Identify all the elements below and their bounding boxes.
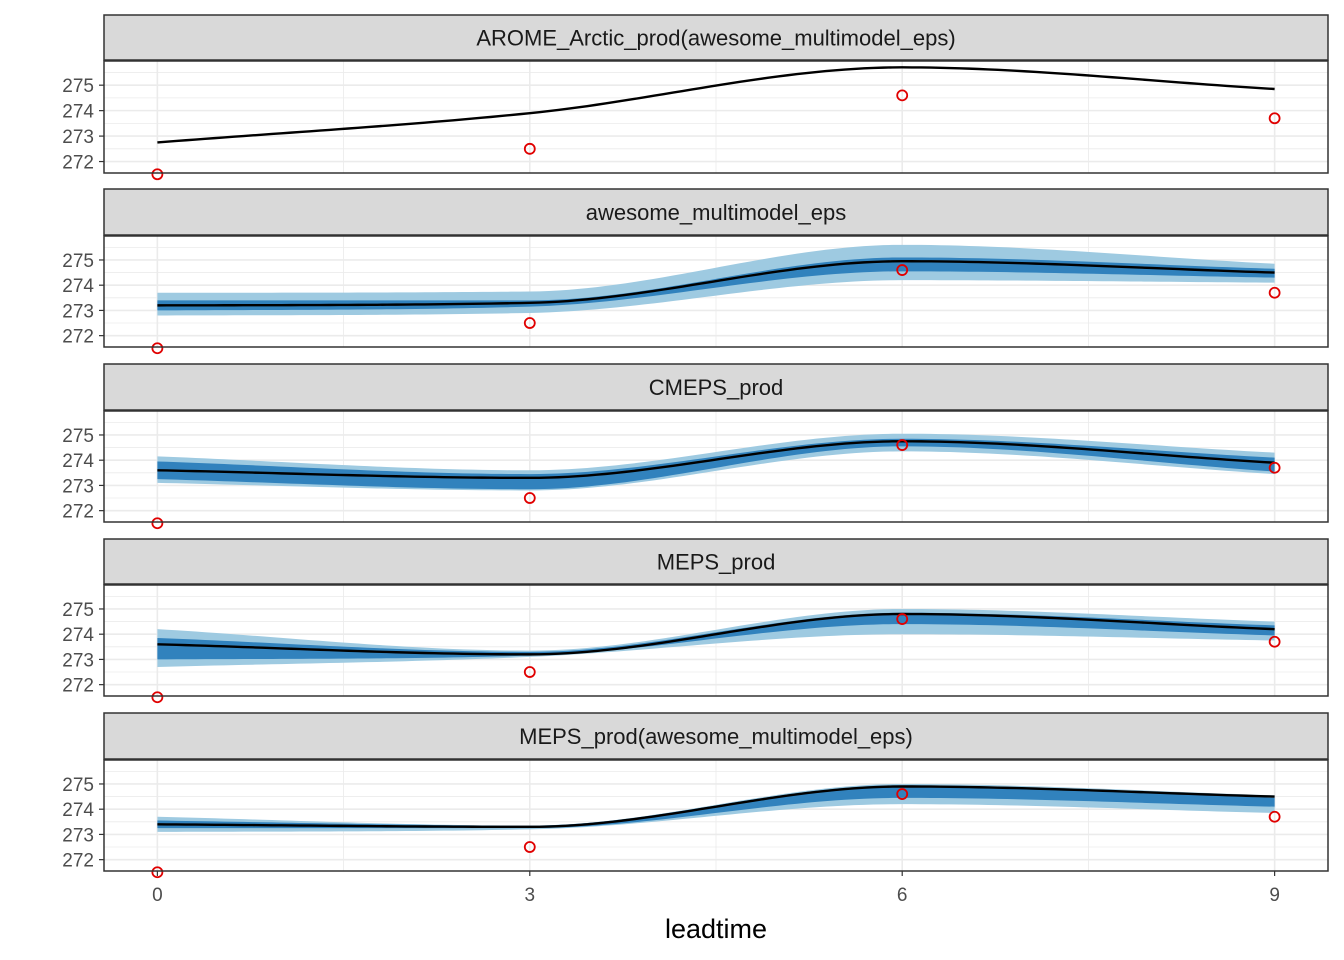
panels: AROME_Arctic_prod(awesome_multimodel_eps… <box>62 14 1329 879</box>
y-tick-label: 274 <box>62 276 94 297</box>
facet-title: awesome_multimodel_eps <box>586 200 846 225</box>
panel-border <box>103 759 1329 872</box>
observation-point <box>151 342 164 355</box>
observation-point <box>896 788 909 800</box>
observation-point <box>523 142 536 155</box>
x-axis-title: leadtime <box>665 914 767 944</box>
x-tick-label: 6 <box>897 885 908 906</box>
y-tick-label: 272 <box>62 676 94 697</box>
y-tick-label: 273 <box>62 825 94 846</box>
y-tick-label: 273 <box>62 476 94 497</box>
panel-border <box>103 410 1329 523</box>
facet-title: MEPS_prod(awesome_multimodel_eps) <box>519 724 913 749</box>
y-tick-label: 275 <box>62 251 94 272</box>
y-tick-label: 274 <box>62 625 94 646</box>
facet-strip <box>103 14 1329 61</box>
panel-border <box>103 235 1329 348</box>
y-tick-label: 275 <box>62 76 94 97</box>
facet-strip <box>103 363 1329 411</box>
observation-point <box>1268 461 1281 474</box>
observation-point <box>523 492 536 504</box>
y-tick-label: 272 <box>62 153 94 174</box>
y-tick-label: 275 <box>62 426 94 447</box>
y-tick-label: 272 <box>62 851 94 872</box>
facet-panel: AROME_Arctic_prod(awesome_multimodel_eps… <box>62 14 1329 181</box>
panel-border <box>103 584 1329 697</box>
observation-point <box>896 264 909 276</box>
observation-point <box>1268 635 1281 648</box>
y-tick-label: 273 <box>62 127 94 148</box>
observation-point <box>523 666 536 678</box>
y-tick-label: 274 <box>62 451 94 472</box>
forecast-line <box>157 260 1275 307</box>
y-tick-label: 275 <box>62 775 94 796</box>
facet-strip <box>103 712 1329 760</box>
y-tick-label: 273 <box>62 650 94 671</box>
y-tick-label: 272 <box>62 327 94 348</box>
x-tick-label: 9 <box>1269 885 1280 906</box>
uncertainty-band-inner <box>157 257 1275 311</box>
x-tick-label: 3 <box>525 885 536 906</box>
forecast-line <box>157 66 1275 144</box>
observation-point <box>896 613 909 625</box>
forecast-line <box>157 440 1275 480</box>
panel-border <box>103 60 1329 174</box>
observation-point <box>896 89 909 102</box>
observation-point <box>523 841 536 853</box>
forecast-line <box>157 785 1275 829</box>
facet-panel: MEPS_prod(awesome_multimodel_eps) 272 273 2… <box>62 712 1329 879</box>
forecast-line <box>157 612 1275 656</box>
observation-point <box>151 691 164 704</box>
facet-panel: MEPS_prod 272 273 274 275 <box>62 538 1329 704</box>
facet-title: AROME_Arctic_prod(awesome_multimodel_eps… <box>476 26 955 51</box>
facet-panel: awesome_multimodel_eps 272 273 274 275 <box>62 188 1329 355</box>
observation-point <box>151 517 164 530</box>
y-tick-label: 274 <box>62 102 94 123</box>
observation-point <box>523 317 536 329</box>
uncertainty-band-inner <box>157 612 1275 660</box>
y-tick-label: 275 <box>62 600 94 621</box>
observation-point <box>1268 810 1281 823</box>
facet-title: MEPS_prod <box>657 550 776 575</box>
observation-point <box>1268 112 1281 125</box>
observation-point <box>1268 286 1281 299</box>
x-tick-label: 0 <box>152 885 163 906</box>
y-tick-label: 273 <box>62 301 94 322</box>
facet-strip <box>103 538 1329 585</box>
facet-title: CMEPS_prod <box>649 375 784 400</box>
facet-strip <box>103 188 1329 236</box>
facet-panel: CMEPS_prod 272 273 274 275 <box>62 363 1329 530</box>
x-axis: 0 3 6 9 <box>152 871 1280 906</box>
y-tick-label: 272 <box>62 502 94 523</box>
observation-point <box>151 866 164 879</box>
y-tick-label: 274 <box>62 800 94 821</box>
observation-point <box>896 439 909 451</box>
observation-point <box>151 168 164 181</box>
